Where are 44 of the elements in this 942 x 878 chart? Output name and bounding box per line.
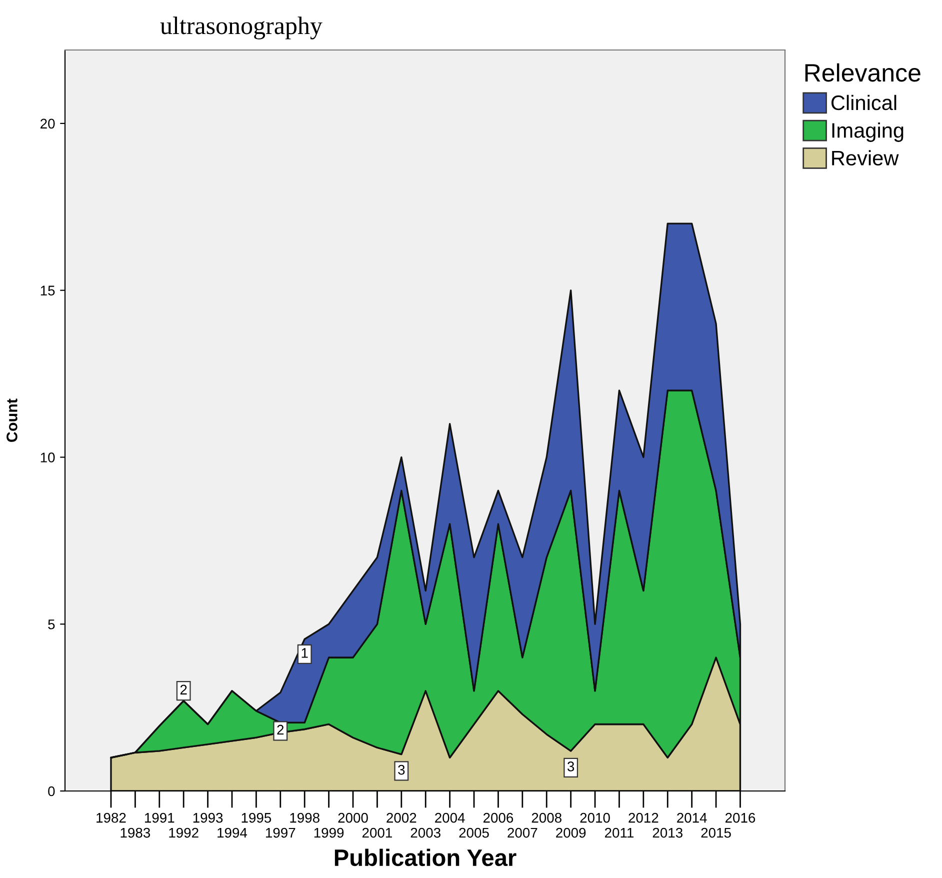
y-tick-label: 20 <box>40 118 55 129</box>
x-tick-label: 2000 <box>338 812 368 823</box>
x-axis-title: Publication Year <box>334 848 516 866</box>
x-tick-label: 1983 <box>120 828 150 838</box>
x-tick-label: 1993 <box>193 812 223 823</box>
x-tick-label: 2012 <box>628 812 658 823</box>
y-tick-label: 10 <box>40 452 55 462</box>
x-tick-label: 1998 <box>290 812 320 823</box>
legend-title: Relevance <box>805 63 920 82</box>
x-tick-label: 2010 <box>580 812 610 823</box>
x-tick-label: 2014 <box>677 812 707 823</box>
x-tick-label: 1992 <box>169 828 198 838</box>
x-tick-label: 2006 <box>483 812 514 823</box>
x-tick-label: 2009 <box>556 828 586 838</box>
chart-title: ultrasonography <box>160 16 322 40</box>
y-tick-label: 5 <box>48 620 55 630</box>
x-tick-label: 2007 <box>508 828 538 838</box>
x-tick-label: 2011 <box>604 828 634 838</box>
y-tick-label: 0 <box>48 786 55 796</box>
legend-label: Imaging <box>832 122 904 142</box>
x-tick-label: 2008 <box>532 812 562 823</box>
x-tick-label: 1995 <box>242 812 272 823</box>
x-tick-label: 1999 <box>314 828 344 838</box>
y-axis-title: Count <box>6 398 18 442</box>
x-tick-label: 2002 <box>386 812 416 823</box>
x-tick-label: 2015 <box>701 828 731 838</box>
annotation: 3 <box>567 762 574 772</box>
x-tick-label: 2001 <box>362 828 392 838</box>
x-tick-label: 1982 <box>96 812 126 823</box>
annotation: 1 <box>302 648 308 658</box>
annotation: 2 <box>277 724 284 735</box>
x-tick-label: 1991 <box>145 812 174 823</box>
y-tick-label: 15 <box>40 286 55 296</box>
x-tick-label: 1997 <box>266 828 296 838</box>
legend-label: Clinical <box>831 94 896 110</box>
x-tick-label: 1994 <box>218 828 248 838</box>
x-tick-label: 2003 <box>410 828 440 838</box>
x-tick-label: 2016 <box>725 812 756 823</box>
x-tick-label: 2005 <box>459 828 489 838</box>
x-tick-label: 2004 <box>435 812 465 823</box>
x-tick-label: 2013 <box>652 828 682 838</box>
annotation: 3 <box>398 764 405 775</box>
legend-label: Review <box>832 150 899 166</box>
annotation: 2 <box>180 684 187 694</box>
